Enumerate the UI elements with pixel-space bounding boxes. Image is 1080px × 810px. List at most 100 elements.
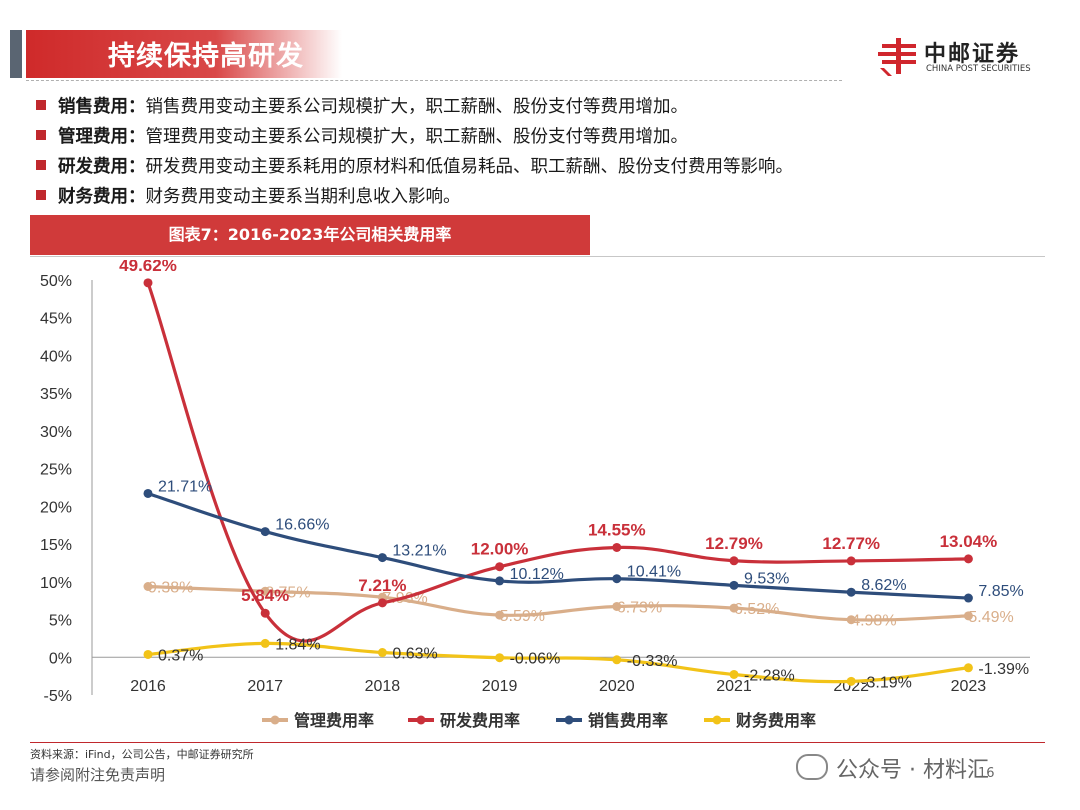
legend-marker-sales (564, 715, 574, 725)
data-point-finance (729, 669, 739, 679)
figure-title: 图表7：2016-2023年公司相关费用率 (168, 225, 452, 244)
series-line-admin (146, 584, 970, 622)
page-number: 16 (978, 766, 995, 781)
data-label-finance: -0.06% (510, 651, 561, 668)
bullet-square-icon (36, 160, 46, 170)
bullet-colon: ： (128, 97, 146, 117)
data-point-finance (260, 638, 270, 648)
data-label-rnd: 7.21% (358, 576, 406, 595)
data-label-admin: 4.98% (851, 613, 896, 630)
x-tick-label: 2020 (599, 678, 635, 695)
bullet-item-finance: 财务费用：财务费用变动主要系当期利息收入影响。 (36, 182, 793, 212)
data-label-finance: 0.63% (392, 646, 437, 663)
data-point-admin (143, 581, 153, 591)
logo-text-cn: 中邮证券 (924, 42, 1021, 67)
data-label-rnd: 14.55% (588, 520, 646, 539)
data-label-finance: -2.28% (744, 667, 795, 684)
bullet-text: 研发费用变动主要系耗用的原材料和低值易耗品、职工薪酬、股份支付费用等影响。 (145, 157, 794, 177)
data-label-finance: -0.33% (627, 653, 678, 670)
y-tick-label: 0% (49, 650, 72, 667)
data-label-sales: 21.71% (158, 478, 212, 495)
legend-label-admin: 管理费用率 (294, 711, 374, 730)
data-label-admin: 6.52% (734, 601, 779, 618)
data-point-sales (377, 553, 387, 563)
expense-ratio-line-chart: 50% 45% 40% 35% 30% 25% 20% 15% 10% 5% 0% -5% 2016 20… (40, 260, 1030, 730)
y-tick-label: 45% (40, 311, 72, 328)
data-point-rnd (963, 554, 973, 564)
data-label-rnd: 12.00% (471, 540, 529, 559)
y-tick-label: -5% (44, 688, 72, 705)
data-point-sales (612, 574, 622, 584)
data-point-sales (963, 593, 973, 603)
y-tick-label: 5% (49, 613, 72, 630)
data-point-sales (729, 580, 739, 590)
wechat-icon (796, 754, 828, 780)
bullet-square-icon (36, 190, 46, 200)
data-label-admin: 5.59% (500, 608, 545, 625)
data-label-sales: 9.53% (744, 570, 789, 587)
legend-label-sales: 销售费用率 (588, 711, 668, 730)
data-point-admin (846, 615, 856, 625)
bullet-colon: ： (128, 187, 146, 207)
wechat-account-label: 公众号 · 材料汇 (836, 758, 989, 783)
data-label-sales: 10.41% (627, 564, 681, 581)
x-tick-label: 2017 (247, 678, 283, 695)
x-tick-label: 2018 (365, 678, 401, 695)
data-label-sales: 8.62% (861, 577, 906, 594)
bullet-item-sales: 销售费用：销售费用变动主要系公司规模扩大，职工薪酬、股份支付等费用增加。 (36, 92, 793, 122)
legend-marker-rnd (416, 715, 426, 725)
bullet-list: 销售费用：销售费用变动主要系公司规模扩大，职工薪酬、股份支付等费用增加。 管理费… (36, 92, 793, 212)
data-label-rnd: 12.77% (822, 534, 880, 553)
y-tick-label: 40% (40, 348, 72, 365)
header-divider (26, 80, 842, 81)
data-point-rnd (729, 556, 739, 566)
data-label-rnd: 12.79% (705, 534, 763, 553)
series-line-finance (146, 641, 970, 684)
y-tick-label: 15% (40, 537, 72, 554)
data-label-admin: 8.75% (265, 584, 310, 601)
legend-marker-admin (270, 715, 280, 725)
bullet-colon: ： (128, 127, 146, 147)
bullet-key: 管理费用 (58, 127, 128, 147)
bullet-text: 销售费用变动主要系公司规模扩大，职工薪酬、股份支付等费用增加。 (145, 97, 689, 117)
data-label-finance: -3.19% (861, 674, 912, 691)
data-label-rnd: 5.84% (241, 586, 289, 605)
data-label-sales: 13.21% (392, 543, 446, 560)
disclaimer-text: 请参阅附注免责声明 (30, 766, 166, 784)
data-label-rnd: 13.04% (940, 532, 998, 551)
legend-label-finance: 财务费用率 (735, 711, 816, 730)
data-label-admin: 6.73% (617, 599, 662, 616)
bullet-square-icon (36, 130, 46, 140)
data-label-sales: 7.85% (978, 583, 1023, 600)
data-point-rnd (377, 598, 387, 608)
data-point-rnd (612, 542, 622, 552)
y-tick-label: 50% (40, 273, 72, 290)
y-tick-label: 35% (40, 386, 72, 403)
source-note: 资料来源：iFind，公司公告，中邮证券研究所 (30, 748, 254, 761)
data-point-sales (143, 488, 153, 498)
page-title: 持续保持高研发 (108, 41, 304, 72)
data-point-finance (495, 653, 505, 663)
bullet-text: 管理费用变动主要系公司规模扩大，职工薪酬、股份支付等费用增加。 (145, 127, 689, 147)
china-post-emblem-icon (878, 38, 916, 76)
header-accent-block (10, 30, 22, 78)
data-point-sales (260, 527, 270, 537)
x-tick-label: 2019 (482, 678, 518, 695)
bullet-key: 销售费用 (58, 97, 128, 117)
x-tick-label: 2021 (716, 678, 752, 695)
data-label-rnd: 49.62% (119, 260, 177, 275)
bullet-square-icon (36, 100, 46, 110)
data-label-admin: 5.49% (968, 609, 1013, 626)
header-banner (26, 30, 342, 78)
data-label-finance: 1.84% (275, 636, 320, 653)
figure-divider (30, 256, 1045, 257)
data-label-sales: 10.12% (510, 566, 564, 583)
wechat-watermark: 公众号 · 材料汇 (796, 752, 989, 784)
y-tick-label: 20% (40, 499, 72, 516)
data-point-finance (963, 663, 973, 673)
bullet-text: 财务费用变动主要系当期利息收入影响。 (145, 187, 461, 207)
data-point-finance (612, 655, 622, 665)
figure-banner: 图表7：2016-2023年公司相关费用率 (30, 215, 590, 255)
bullet-item-rnd: 研发费用：研发费用变动主要系耗用的原材料和低值易耗品、职工薪酬、股份支付费用等影… (36, 152, 793, 182)
data-point-finance (846, 676, 856, 686)
